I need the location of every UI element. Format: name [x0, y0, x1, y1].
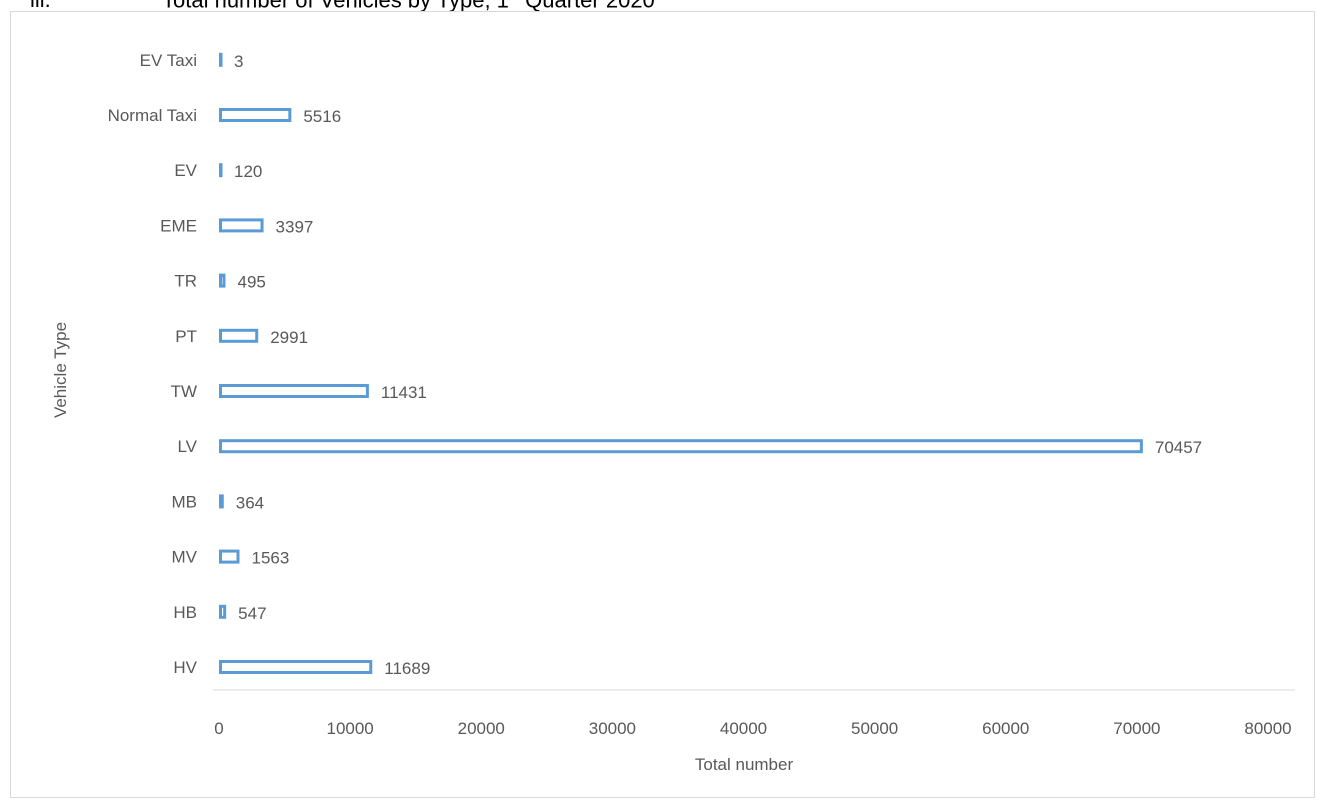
category-label-pt: PT: [175, 327, 197, 346]
data-label-ev-taxi: 3: [234, 52, 243, 71]
bar-eme: [219, 218, 264, 233]
bar-hv: [219, 660, 373, 674]
bar-tr: [219, 273, 226, 288]
x-tick-label: 40000: [720, 719, 767, 738]
category-label-hv: HV: [173, 658, 197, 677]
category-label-eme: EME: [160, 216, 197, 235]
x-tick-label: 50000: [851, 719, 898, 738]
category-label-normal-taxi: Normal Taxi: [108, 106, 197, 125]
data-label-lv: 70457: [1155, 438, 1202, 457]
x-tick-label: 70000: [1113, 719, 1160, 738]
data-label-hv: 11689: [384, 659, 430, 678]
heading-superscript: st: [509, 0, 519, 2]
bar-normal-taxi: [219, 108, 292, 122]
x-tick-label: 30000: [589, 719, 636, 738]
y-axis-title: Vehicle Type: [51, 322, 70, 418]
bar-lv: [219, 439, 1143, 454]
data-labels: 11689 547 1563 364 70457 11431 2991 495 3397 120 5…: [234, 52, 1202, 678]
data-label-tw: 11431: [381, 383, 427, 402]
category-label-ev-taxi: EV Taxi: [140, 51, 197, 70]
data-label-pt: 2991: [270, 328, 308, 347]
heading-text: Total number of Vehicles by Type, 1: [162, 0, 509, 11]
bar-ev-taxi: [219, 52, 223, 67]
heading-text-end: Quarter 2020: [519, 0, 655, 11]
category-label-mb: MB: [172, 492, 198, 511]
data-label-mb: 364: [236, 493, 264, 512]
bar-hb: [219, 604, 227, 619]
category-label-hb: HB: [173, 603, 197, 622]
bar-pt: [219, 328, 259, 343]
bar-tw: [219, 384, 369, 398]
data-label-hb: 547: [238, 604, 266, 623]
bar-mv: [219, 549, 240, 564]
heading-number: iii.: [30, 0, 162, 11]
data-label-tr: 495: [237, 273, 265, 292]
category-label-lv: LV: [177, 437, 197, 456]
data-label-normal-taxi: 5516: [303, 107, 341, 126]
category-labels: HV HB MV MB LV TW PT TR EME EV Normal Taxi EV Taxi: [108, 51, 198, 677]
data-label-mv: 1563: [251, 549, 289, 568]
x-tick-label: 0: [214, 719, 223, 738]
data-label-ev: 120: [234, 162, 262, 181]
category-label-ev: EV: [174, 161, 197, 180]
category-label-tw: TW: [171, 382, 197, 401]
bar-mb: [219, 494, 224, 509]
x-axis-title: Total number: [695, 755, 794, 774]
x-tick-label: 10000: [326, 719, 373, 738]
bar-ev: [219, 163, 223, 178]
x-tick-label: 60000: [982, 719, 1029, 738]
x-tick-label: 80000: [1244, 719, 1291, 738]
category-label-mv: MV: [172, 548, 198, 567]
data-label-eme: 3397: [276, 217, 314, 236]
chart-area: [10, 11, 1315, 798]
chart-heading: iii.Total number of Vehicles by Type, 1s…: [30, 0, 655, 11]
bars-layer: [219, 52, 1143, 674]
x-tick-label: 20000: [458, 719, 505, 738]
category-label-tr: TR: [174, 272, 197, 291]
x-axis-tick-labels: 0 10000 20000 30000 40000 50000 60000 70000 8000…: [214, 719, 1291, 738]
